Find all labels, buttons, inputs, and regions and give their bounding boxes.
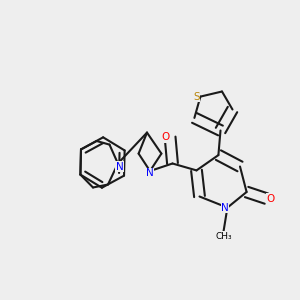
Text: O: O bbox=[266, 194, 275, 204]
Text: N: N bbox=[221, 202, 229, 213]
Text: CH₃: CH₃ bbox=[215, 232, 232, 241]
Text: S: S bbox=[193, 92, 200, 102]
Text: N: N bbox=[146, 168, 154, 178]
Text: N: N bbox=[116, 161, 123, 172]
Text: O: O bbox=[161, 132, 170, 142]
